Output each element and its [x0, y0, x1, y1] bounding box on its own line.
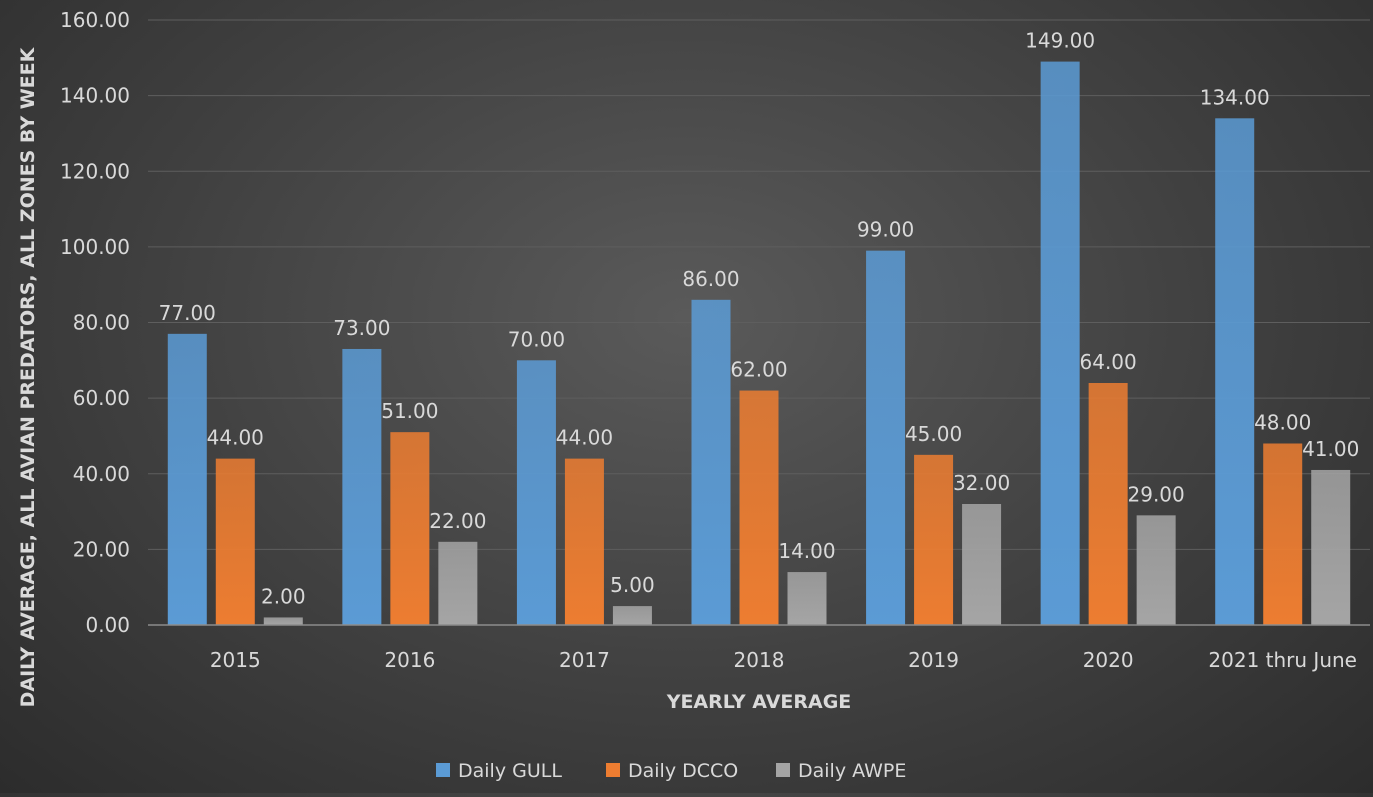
- data-label: 14.00: [778, 539, 835, 563]
- data-label: 99.00: [857, 218, 914, 242]
- x-tick-label: 2016: [384, 648, 435, 672]
- bar-daily-awpe: [263, 617, 303, 625]
- legend: Daily GULL Daily DCCO Daily AWPE: [436, 760, 906, 782]
- legend-swatch: [606, 763, 620, 777]
- bar-daily-awpe: [1311, 469, 1351, 625]
- x-axis-title: YEARLY AVERAGE: [666, 691, 852, 713]
- data-label: 77.00: [159, 301, 216, 325]
- bar-daily-awpe: [962, 504, 1002, 625]
- y-tick-label: 80.00: [73, 311, 130, 335]
- y-axis-ticks: 0.00 20.00 40.00 60.00 80.00 100.00 120.00 140.…: [60, 8, 130, 637]
- data-label: 5.00: [610, 573, 655, 597]
- bar-daily-awpe: [1136, 515, 1176, 625]
- bar-daily-dcco: [914, 454, 954, 625]
- bar-daily-dcco: [1263, 443, 1303, 625]
- bars: [167, 61, 1351, 625]
- legend-label: Daily GULL: [458, 760, 562, 782]
- legend-label: Daily DCCO: [628, 760, 738, 782]
- x-tick-label: 2019: [908, 648, 959, 672]
- bar-daily-gull: [866, 250, 906, 625]
- bar-daily-gull: [1215, 118, 1255, 625]
- data-label: 73.00: [333, 316, 390, 340]
- x-tick-label: 2021 thru June: [1208, 648, 1357, 672]
- data-label: 51.00: [381, 399, 438, 423]
- bar-daily-gull: [516, 360, 556, 625]
- legend-swatch: [436, 763, 450, 777]
- bar-daily-dcco: [215, 458, 255, 625]
- y-tick-label: 20.00: [73, 537, 130, 561]
- data-label: 44.00: [207, 426, 264, 450]
- y-tick-label: 120.00: [60, 159, 130, 183]
- bar-daily-dcco: [564, 458, 604, 625]
- y-tick-label: 60.00: [73, 386, 130, 410]
- y-tick-label: 40.00: [73, 462, 130, 486]
- data-label: 64.00: [1080, 350, 1137, 374]
- bar-daily-gull: [342, 348, 382, 625]
- data-label: 62.00: [730, 358, 787, 382]
- bar-daily-awpe: [787, 572, 827, 625]
- data-label: 2.00: [261, 584, 306, 608]
- data-label: 48.00: [1254, 411, 1311, 435]
- bar-daily-gull: [691, 299, 731, 625]
- x-tick-label: 2015: [210, 648, 261, 672]
- y-tick-label: 160.00: [60, 8, 130, 32]
- data-label: 22.00: [429, 509, 486, 533]
- data-label: 86.00: [682, 267, 739, 291]
- data-label: 29.00: [1128, 482, 1185, 506]
- bar-daily-dcco: [390, 432, 430, 625]
- data-label: 32.00: [953, 471, 1010, 495]
- x-tick-label: 2017: [559, 648, 610, 672]
- data-label: 45.00: [905, 422, 962, 446]
- y-tick-label: 100.00: [60, 235, 130, 259]
- legend-label: Daily AWPE: [798, 760, 906, 782]
- y-tick-label: 140.00: [60, 84, 130, 108]
- bar-daily-gull: [1040, 61, 1080, 625]
- data-label: 70.00: [508, 327, 565, 351]
- bar-daily-awpe: [438, 541, 478, 625]
- legend-swatch: [776, 763, 790, 777]
- bar-daily-awpe: [612, 606, 652, 625]
- y-axis-title: DAILY AVERAGE, ALL AVIAN PREDATORS, ALL …: [17, 46, 39, 707]
- x-tick-label: 2018: [734, 648, 785, 672]
- data-label: 41.00: [1302, 437, 1359, 461]
- bar-daily-dcco: [1088, 383, 1128, 625]
- bar-daily-gull: [167, 333, 207, 625]
- data-label: 44.00: [556, 426, 613, 450]
- x-tick-label: 2020: [1083, 648, 1134, 672]
- data-label: 134.00: [1200, 85, 1270, 109]
- data-labels: 77.00 44.00 2.00 73.00 51.00 22.00 70.00 44.00 5…: [159, 29, 1360, 609]
- x-axis-ticks: 2015 2016 2017 2018 2019 2020 2021 thru June: [210, 648, 1357, 672]
- data-label: 149.00: [1025, 29, 1095, 53]
- bar-daily-dcco: [739, 390, 779, 625]
- y-tick-label: 0.00: [85, 613, 130, 637]
